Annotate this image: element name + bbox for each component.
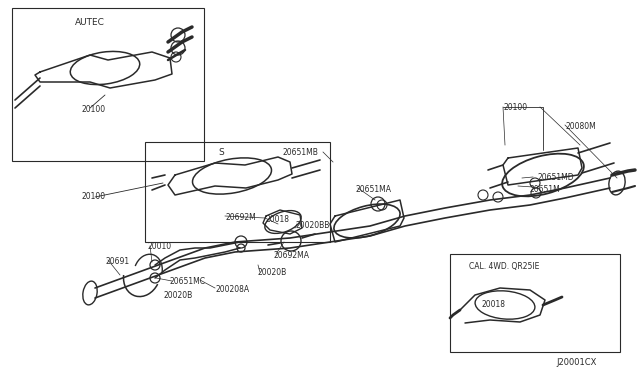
Text: AUTEC: AUTEC xyxy=(75,18,105,27)
Text: 20651MC: 20651MC xyxy=(170,277,206,286)
Bar xyxy=(450,254,620,352)
Text: 20020B: 20020B xyxy=(258,268,287,277)
Text: 20020B: 20020B xyxy=(163,291,192,300)
Text: 20018: 20018 xyxy=(265,215,289,224)
Text: 20692M: 20692M xyxy=(225,213,256,222)
Text: 20651MD: 20651MD xyxy=(538,173,575,182)
Text: 20018: 20018 xyxy=(481,300,505,309)
Text: 20692MA: 20692MA xyxy=(274,251,310,260)
Text: 20691: 20691 xyxy=(106,257,130,266)
Bar xyxy=(12,8,204,161)
Text: 20651MA: 20651MA xyxy=(355,185,391,194)
Text: 20651M: 20651M xyxy=(530,185,561,194)
Text: 20080M: 20080M xyxy=(565,122,596,131)
Text: 20651MB: 20651MB xyxy=(282,148,318,157)
Text: S: S xyxy=(218,148,224,157)
Text: 20020BB: 20020BB xyxy=(296,221,330,230)
Bar xyxy=(145,142,330,242)
Text: 20100: 20100 xyxy=(503,103,527,112)
Text: 20010: 20010 xyxy=(148,242,172,251)
Text: CAL. 4WD. QR25IE: CAL. 4WD. QR25IE xyxy=(469,262,540,271)
Text: 200208A: 200208A xyxy=(215,285,249,294)
Text: 20100: 20100 xyxy=(82,105,106,114)
Text: 20100: 20100 xyxy=(82,192,106,201)
Text: J20001CX: J20001CX xyxy=(556,358,596,367)
